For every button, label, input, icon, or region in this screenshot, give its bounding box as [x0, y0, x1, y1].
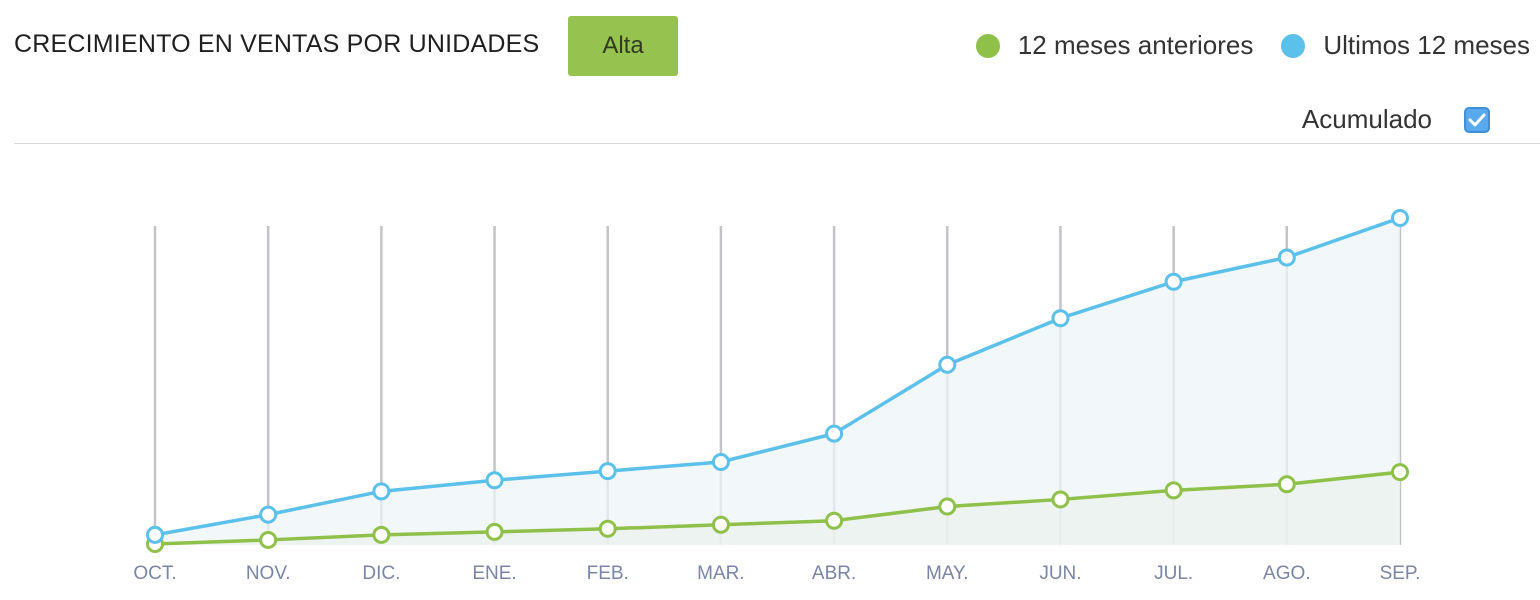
x-tick-label: AGO. [1263, 563, 1311, 584]
data-point-last[interactable] [825, 424, 844, 443]
data-point-previous[interactable] [938, 497, 957, 516]
data-point-last[interactable] [711, 452, 730, 471]
x-tick-label: MAR. [697, 563, 745, 584]
legend: 12 meses anteriores Ultimos 12 meses [948, 30, 1530, 61]
data-point-last[interactable] [1164, 272, 1183, 291]
data-point-last[interactable] [1391, 208, 1409, 227]
data-point-last[interactable] [938, 355, 957, 374]
acumulado-label: Acumulado [1301, 104, 1432, 134]
x-tick-label: OCT. [133, 563, 176, 584]
data-point-previous[interactable] [1277, 475, 1296, 494]
legend-item-last[interactable]: Ultimos 12 meses [1281, 30, 1530, 61]
acumulado-toggle[interactable]: Acumulado [1302, 104, 1490, 135]
x-tick-label: JUN. [1039, 563, 1081, 584]
x-tick-label: ABR. [812, 563, 856, 584]
x-tick-label: SEP. [1380, 563, 1421, 584]
x-tick-label: JUL. [1154, 563, 1193, 584]
check-icon [1468, 113, 1486, 126]
level-badge[interactable]: Alta [568, 16, 678, 76]
data-point-last[interactable] [598, 462, 617, 481]
data-point-previous[interactable] [711, 515, 730, 534]
data-point-last[interactable] [259, 505, 278, 524]
data-point-previous[interactable] [372, 525, 391, 544]
x-tick-label: FEB. [587, 563, 629, 584]
x-tick-label: DIC. [362, 563, 400, 584]
legend-label: Ultimos 12 meses [1323, 30, 1530, 60]
series-line-previous [154, 470, 1401, 546]
data-point-last[interactable] [372, 482, 391, 501]
area-previous [155, 472, 1400, 545]
x-tick-label: MAY. [926, 563, 969, 584]
legend-label: 12 meses anteriores [1017, 30, 1254, 60]
chart-title: CRECIMIENTO EN VENTAS POR UNIDADES [14, 30, 540, 58]
data-point-previous[interactable] [825, 511, 844, 530]
x-tick-label: ENE. [472, 563, 516, 584]
series-line-last [154, 216, 1401, 537]
acumulado-checkbox[interactable] [1464, 106, 1490, 133]
data-point-previous[interactable] [1164, 481, 1183, 500]
data-point-last[interactable] [1277, 248, 1296, 267]
data-point-last[interactable] [485, 471, 504, 490]
data-point-last[interactable] [146, 525, 164, 544]
area-last [155, 217, 1400, 545]
header-divider [14, 143, 1540, 144]
data-point-previous[interactable] [1391, 463, 1409, 482]
x-tick-label: NOV. [246, 563, 291, 584]
data-point-previous[interactable] [259, 530, 278, 549]
data-point-previous[interactable] [1051, 490, 1070, 509]
legend-dot-icon [975, 33, 1000, 58]
data-point-last[interactable] [1051, 309, 1070, 328]
data-point-previous[interactable] [485, 522, 504, 541]
data-point-previous[interactable] [598, 519, 617, 538]
legend-item-previous[interactable]: 12 meses anteriores [975, 30, 1254, 61]
legend-dot-icon [1281, 33, 1306, 58]
